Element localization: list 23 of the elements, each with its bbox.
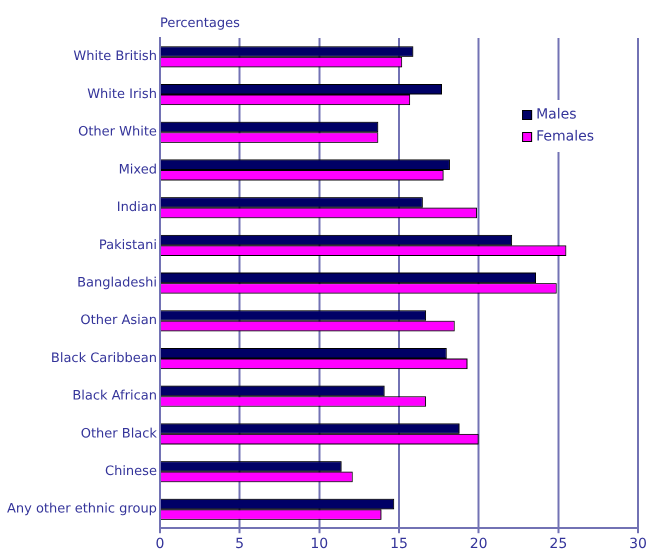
y-tick-label: White Irish (87, 86, 157, 102)
y-tick-label: Black Caribbean (50, 350, 157, 366)
y-tick-label: Other Black (80, 426, 158, 442)
y-tick-label: Other White (78, 124, 157, 140)
chart-title: Percentages (160, 16, 240, 31)
x-tick-label: 5 (235, 536, 244, 552)
x-tick-label: 0 (155, 536, 164, 552)
legend-label: Males (536, 106, 577, 123)
x-tick-label: 25 (549, 536, 568, 552)
x-tick-label: 15 (390, 536, 408, 552)
y-tick-label: White British (73, 49, 157, 64)
y-tick-label: Other Asian (80, 313, 157, 328)
y-tick-label: Indian (116, 200, 157, 216)
x-tick-label: 30 (629, 536, 647, 552)
y-tick-label: Any other ethnic group (6, 502, 157, 517)
x-tick-label: 10 (310, 536, 328, 552)
y-tick-label: Chinese (105, 464, 157, 480)
y-tick-label: Black African (72, 388, 157, 404)
x-tick-label: 20 (470, 536, 488, 552)
y-tick-label: Bangladeshi (77, 275, 157, 290)
legend-label: Females (536, 128, 594, 145)
y-tick-label: Mixed (118, 162, 157, 178)
y-tick-label: Pakistani (98, 238, 157, 253)
